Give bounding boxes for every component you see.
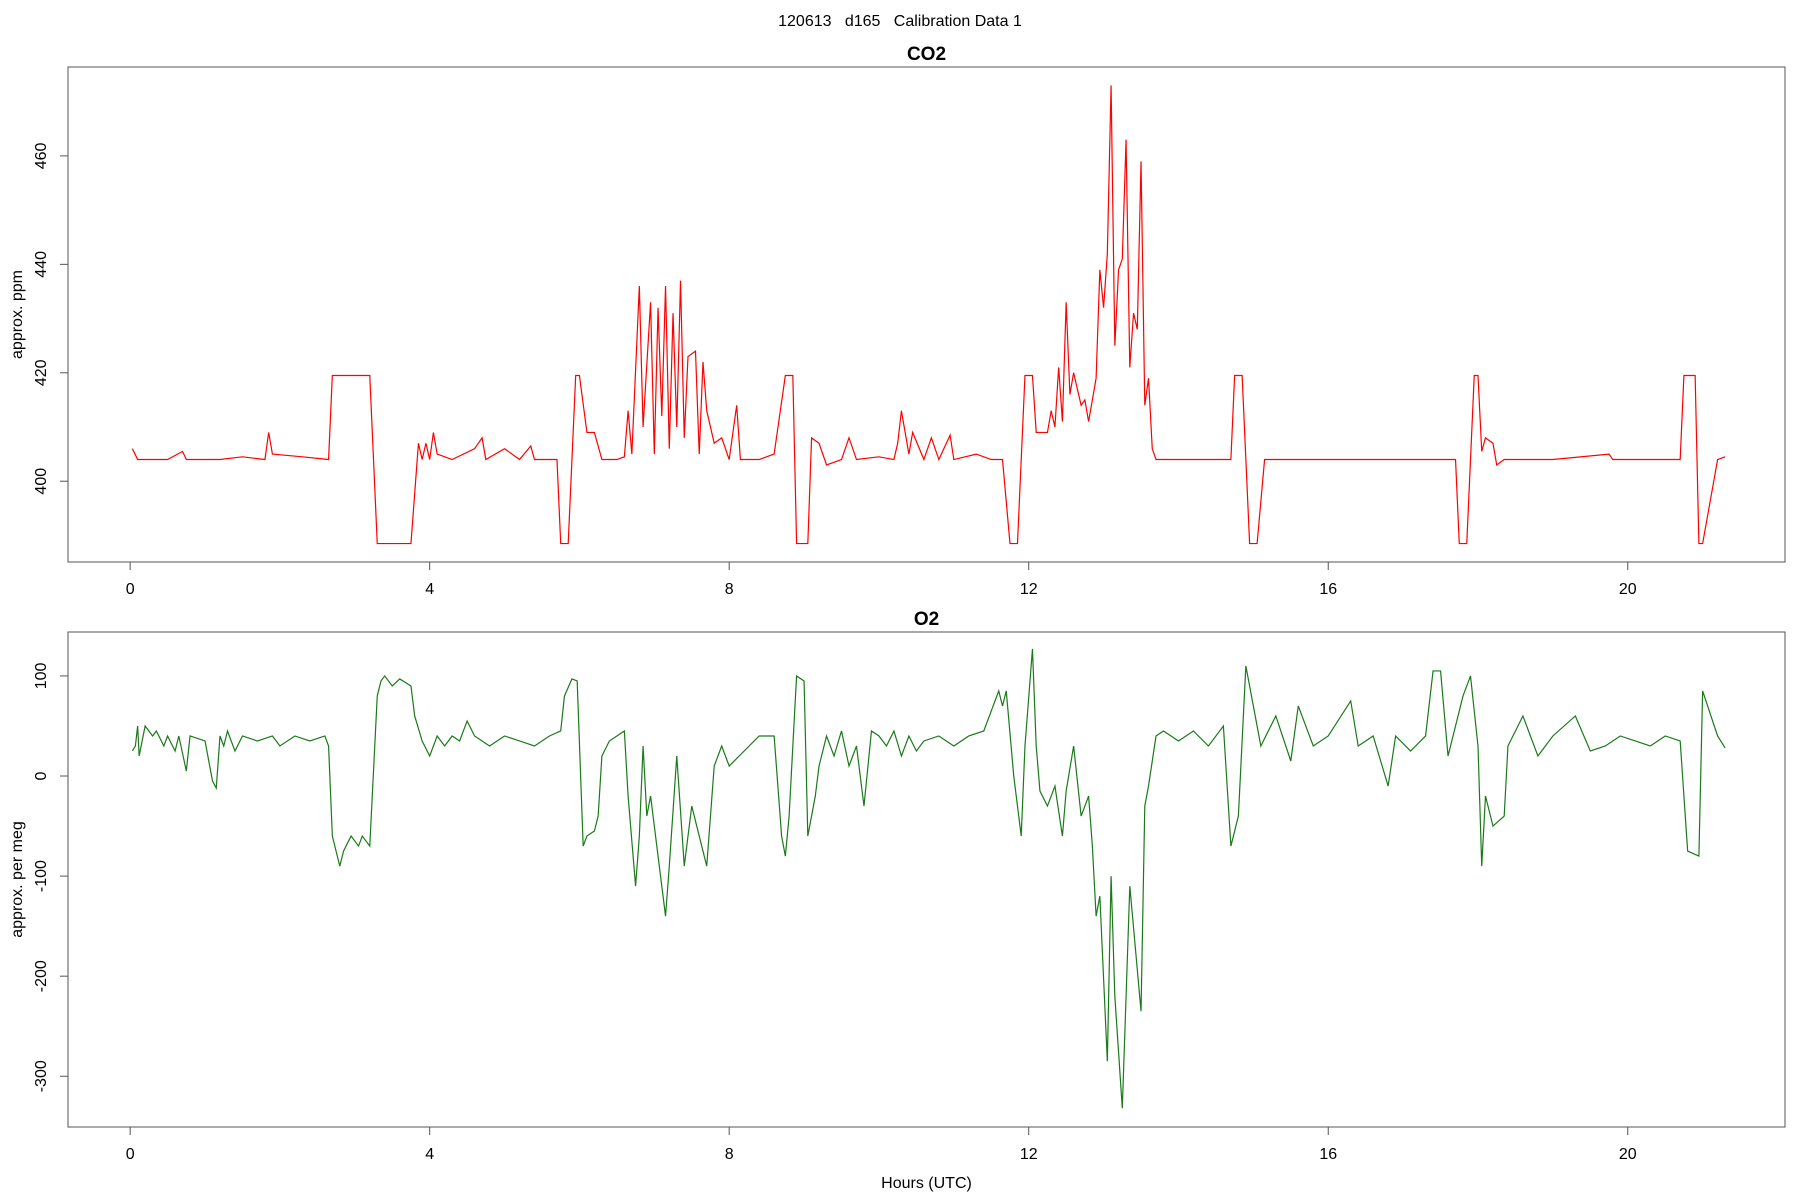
x-tick-label: 8 <box>725 581 734 598</box>
y-tick-label: 0 <box>33 771 50 780</box>
plot-frame <box>67 631 1786 1128</box>
panel-title: O2 <box>914 609 939 630</box>
y-tick-label: 100 <box>33 662 50 689</box>
x-tick-label: 8 <box>725 1146 734 1163</box>
x-tick-label: 20 <box>1619 1146 1637 1163</box>
y-tick-label: 420 <box>33 359 50 386</box>
x-tick-label: 4 <box>425 1146 434 1163</box>
y-tick-label: -300 <box>33 1060 50 1092</box>
x-tick-label: 0 <box>126 581 135 598</box>
x-tick-label: 4 <box>425 581 434 598</box>
plot-frame <box>67 66 1786 563</box>
data-line <box>131 648 1726 1109</box>
x-tick-label: 16 <box>1319 581 1337 598</box>
y-tick-label: -100 <box>33 860 50 892</box>
y-tick-label: -200 <box>33 960 50 992</box>
page-title: 120613 d165 Calibration Data 1 <box>778 13 1022 30</box>
panel-title: CO2 <box>907 44 946 65</box>
x-tick-label: 16 <box>1319 1146 1337 1163</box>
x-tick-label: 12 <box>1020 1146 1038 1163</box>
x-axis-label: Hours (UTC) <box>881 1175 972 1192</box>
y-tick-label: 400 <box>33 468 50 495</box>
x-tick-label: 12 <box>1020 581 1038 598</box>
y-tick-label: 440 <box>33 251 50 278</box>
x-tick-label: 0 <box>126 1146 135 1163</box>
x-tick-label: 20 <box>1619 581 1637 598</box>
y-axis-label: approx. ppm <box>9 270 26 359</box>
y-tick-label: 460 <box>33 142 50 169</box>
y-axis-label: approx. per meg <box>9 821 26 938</box>
data-line <box>131 85 1726 545</box>
